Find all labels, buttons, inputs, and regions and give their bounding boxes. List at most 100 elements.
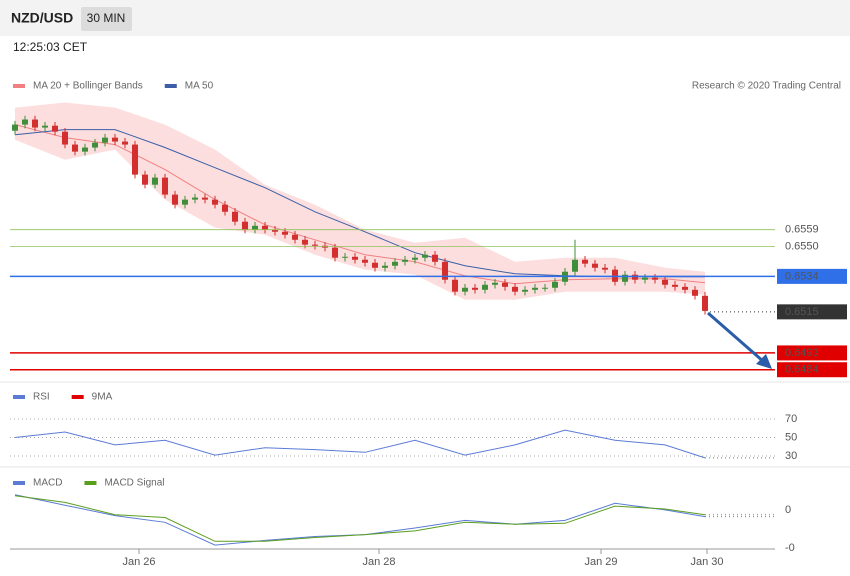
x-tick-label: Jan 29: [584, 556, 617, 568]
timeframe[interactable]: 30 MIN: [87, 11, 126, 25]
candle-body: [12, 124, 18, 131]
legend-label: MACD Signal: [104, 478, 164, 489]
candle-body: [402, 259, 408, 262]
candle-body: [182, 199, 188, 205]
legend-swatch: [13, 481, 25, 485]
candle-body: [682, 286, 688, 290]
candle-body: [52, 125, 58, 132]
price-level-box: [777, 268, 847, 284]
candle-body: [392, 261, 398, 266]
y-tick-label: 30: [785, 450, 797, 462]
candle-body: [212, 199, 218, 205]
candle-body: [482, 284, 488, 290]
candle-body: [272, 229, 278, 232]
candle-body: [462, 287, 468, 292]
candle-body: [62, 131, 68, 145]
candle-body: [42, 125, 48, 128]
candle-body: [162, 177, 168, 195]
price-level-label: 0.6484: [785, 364, 819, 376]
indicator-line: [14, 429, 706, 459]
price-level-label: 0.6559: [785, 224, 819, 236]
candle-body: [552, 281, 558, 288]
legend-label: RSI: [33, 392, 50, 403]
candle-body: [142, 174, 148, 185]
legend-swatch: [13, 395, 25, 399]
candle-body: [262, 225, 268, 230]
price-level-label: 0.6550: [785, 240, 819, 252]
candle-body: [692, 289, 698, 296]
y-tick-label: 0: [785, 504, 791, 516]
candle-body: [502, 282, 508, 287]
candle-body: [422, 254, 428, 258]
legend-label: 9MA: [92, 392, 113, 403]
x-tick-label: Jan 26: [122, 556, 155, 568]
candle-body: [102, 137, 108, 143]
candle-body: [412, 257, 418, 260]
candle-body: [92, 142, 98, 148]
header-bar: [0, 0, 850, 36]
price-level-label: 0.6534: [785, 270, 819, 282]
candle-body: [232, 211, 238, 222]
price-level-label: 0.6515: [785, 306, 819, 318]
legend-label: MA 50: [185, 81, 214, 92]
candle-body: [132, 144, 138, 175]
candle-body: [312, 244, 318, 246]
candle-body: [332, 247, 338, 258]
candle-body: [202, 197, 208, 200]
candle-body: [702, 295, 708, 311]
candle-body: [532, 287, 538, 290]
candle-body: [512, 286, 518, 292]
candle-body: [352, 256, 358, 260]
candle-body: [642, 277, 648, 280]
candle-body: [362, 259, 368, 263]
candle-body: [82, 147, 88, 152]
candle-body: [602, 267, 608, 270]
indicator-line: [14, 494, 706, 546]
x-tick-label: Jan 28: [362, 556, 395, 568]
candle-body: [652, 277, 658, 280]
candle-body: [472, 287, 478, 290]
candle-body: [342, 256, 348, 258]
legend-swatch: [84, 481, 97, 485]
candle-body: [382, 265, 388, 268]
candle-body: [242, 221, 248, 230]
candle-body: [672, 284, 678, 287]
candle-body: [432, 254, 438, 262]
candle-body: [302, 239, 308, 245]
legend-label: MA 20 + Bollinger Bands: [33, 81, 143, 92]
candle-body: [372, 262, 378, 268]
x-tick-label: Jan 30: [690, 556, 723, 568]
bollinger-band: [15, 102, 705, 300]
y-tick-label: 70: [785, 413, 797, 425]
candle-body: [152, 177, 158, 185]
indicator-line: [14, 495, 706, 542]
candle-body: [292, 234, 298, 240]
candle-body: [282, 231, 288, 235]
candle-body: [662, 279, 668, 285]
legend-swatch: [164, 84, 177, 88]
y-tick-label: 50: [785, 431, 797, 443]
candle-body: [522, 289, 528, 292]
candle-body: [222, 204, 228, 212]
candle-body: [622, 274, 628, 282]
timestamp: 12:25:03 CET: [13, 40, 88, 54]
candle-body: [452, 279, 458, 292]
candle-body: [572, 259, 578, 272]
timeframe-badge[interactable]: [81, 7, 132, 31]
candle-body: [172, 194, 178, 205]
forecast-arrow-head: [756, 354, 772, 369]
price-level-label: 0.6493: [785, 347, 819, 359]
candle-body: [32, 119, 38, 128]
candle-body: [122, 141, 128, 145]
legend-swatch: [13, 84, 25, 88]
candle-body: [192, 197, 198, 200]
candle-body: [112, 137, 118, 142]
candle-body: [72, 144, 78, 152]
price-level-box: [777, 304, 847, 320]
candle-body: [582, 259, 588, 264]
moving-average: [14, 124, 706, 285]
legend-label: MACD: [33, 478, 62, 489]
candle-body: [252, 225, 258, 230]
y-tick-label: -0: [785, 542, 795, 554]
